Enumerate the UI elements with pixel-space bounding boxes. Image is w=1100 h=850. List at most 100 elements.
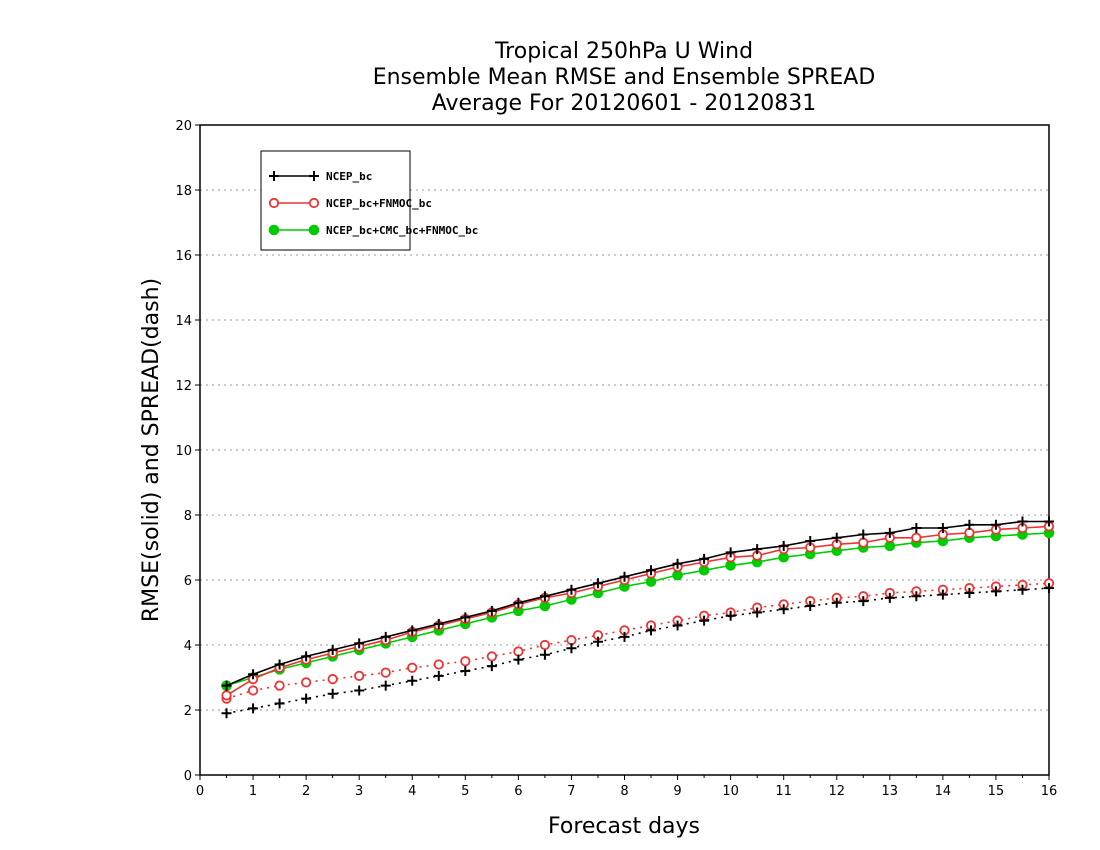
data-point bbox=[221, 708, 232, 719]
data-point bbox=[301, 677, 312, 688]
x-tick-label: 8 bbox=[620, 784, 628, 799]
data-point bbox=[354, 638, 365, 649]
data-point bbox=[248, 703, 259, 714]
series-rmse-1 bbox=[221, 521, 1055, 701]
data-point bbox=[964, 527, 975, 538]
legend: NCEP_bc NCEP_bc+FNMOC_bc NCEP_bc+CMC_bc+FN… bbox=[260, 150, 478, 251]
data-point bbox=[327, 644, 338, 655]
data-point bbox=[513, 646, 524, 657]
legend-box bbox=[260, 150, 411, 251]
y-tick-label: 12 bbox=[175, 379, 192, 394]
x-tick-label: 0 bbox=[196, 784, 204, 799]
x-tick-label: 11 bbox=[775, 784, 792, 799]
x-tick-label: 1 bbox=[249, 784, 257, 799]
x-tick-label: 9 bbox=[673, 784, 681, 799]
series-line bbox=[226, 582, 1050, 700]
data-point bbox=[539, 649, 550, 660]
x-tick-label: 4 bbox=[408, 784, 416, 799]
data-point bbox=[486, 661, 497, 672]
data-point bbox=[460, 656, 471, 667]
data-point bbox=[407, 662, 418, 673]
y-tick-label: 6 bbox=[184, 574, 192, 589]
data-point bbox=[858, 596, 869, 607]
data-point bbox=[301, 693, 312, 704]
data-point bbox=[566, 584, 577, 595]
legend-item: NCEP_bc bbox=[269, 170, 372, 183]
series-layer bbox=[221, 516, 1055, 719]
data-point bbox=[911, 523, 922, 533]
legend-label: NCEP_bc bbox=[326, 170, 372, 183]
series-line bbox=[226, 587, 1050, 715]
y-axis-label: RMSE(solid) and SPREAD(dash) bbox=[139, 278, 164, 622]
data-point bbox=[990, 519, 1001, 530]
data-point bbox=[539, 591, 550, 602]
y-tick-label: 18 bbox=[175, 184, 192, 199]
y-tick-label: 2 bbox=[184, 704, 192, 719]
data-point bbox=[1017, 516, 1028, 527]
y-tick-label: 20 bbox=[175, 119, 192, 134]
data-point bbox=[619, 631, 630, 642]
data-point bbox=[619, 571, 630, 582]
data-point bbox=[221, 680, 232, 691]
data-point bbox=[407, 675, 418, 686]
data-point bbox=[672, 620, 683, 631]
data-point bbox=[354, 685, 365, 696]
data-point bbox=[672, 558, 683, 569]
data-point bbox=[301, 651, 312, 662]
data-point bbox=[911, 591, 922, 602]
legend-label: NCEP_bc+CMC_bc+FNMOC_bc bbox=[326, 224, 478, 237]
legend-label: NCEP_bc+FNMOC_bc bbox=[326, 197, 432, 210]
series-rmse-0 bbox=[221, 516, 1054, 691]
data-point bbox=[380, 631, 391, 642]
data-point bbox=[433, 659, 444, 670]
series-spread-0 bbox=[221, 583, 1054, 719]
data-point bbox=[513, 654, 524, 665]
y-tick-label: 8 bbox=[184, 509, 192, 524]
y-tick-label: 4 bbox=[184, 639, 192, 654]
data-point bbox=[460, 612, 471, 623]
y-axis: 0 2 4 6 8 10 12 14 16 18 20 bbox=[175, 119, 200, 784]
series-line bbox=[226, 520, 1049, 687]
data-point bbox=[884, 527, 895, 538]
x-tick-label: 15 bbox=[988, 784, 1005, 799]
data-point bbox=[308, 197, 320, 209]
data-point bbox=[221, 690, 232, 701]
data-point bbox=[407, 625, 418, 636]
data-point bbox=[248, 669, 259, 680]
data-point bbox=[380, 680, 391, 691]
data-point bbox=[805, 536, 816, 546]
series-rmse-2 bbox=[221, 527, 1055, 691]
series-spread-1 bbox=[221, 578, 1055, 704]
data-point bbox=[274, 659, 285, 670]
data-point bbox=[566, 643, 577, 654]
x-tick-label: 5 bbox=[461, 784, 469, 799]
x-tick-label: 3 bbox=[355, 784, 363, 799]
data-point bbox=[858, 529, 869, 540]
data-point bbox=[354, 670, 365, 681]
data-point bbox=[646, 565, 657, 576]
x-tick-label: 6 bbox=[514, 784, 522, 799]
data-point bbox=[433, 618, 444, 629]
data-point bbox=[805, 601, 816, 611]
data-point bbox=[592, 636, 603, 647]
data-point bbox=[911, 532, 922, 543]
x-tick-label: 2 bbox=[302, 784, 310, 799]
data-point bbox=[699, 553, 710, 564]
legend-item: NCEP_bc+CMC_bc+FNMOC_bc bbox=[268, 224, 478, 237]
data-point bbox=[269, 171, 279, 181]
data-point bbox=[884, 592, 895, 603]
data-point bbox=[964, 519, 975, 530]
data-point bbox=[752, 607, 763, 618]
x-tick-label: 13 bbox=[882, 784, 899, 799]
x-tick-label: 14 bbox=[935, 784, 952, 799]
data-point bbox=[539, 639, 551, 651]
data-point bbox=[725, 547, 736, 558]
data-point bbox=[433, 670, 444, 681]
data-point bbox=[309, 171, 319, 181]
data-point bbox=[778, 604, 789, 615]
data-point bbox=[964, 588, 975, 598]
x-axis-label: Forecast days bbox=[548, 814, 700, 839]
data-point bbox=[858, 537, 869, 548]
y-tick-label: 14 bbox=[175, 314, 192, 329]
